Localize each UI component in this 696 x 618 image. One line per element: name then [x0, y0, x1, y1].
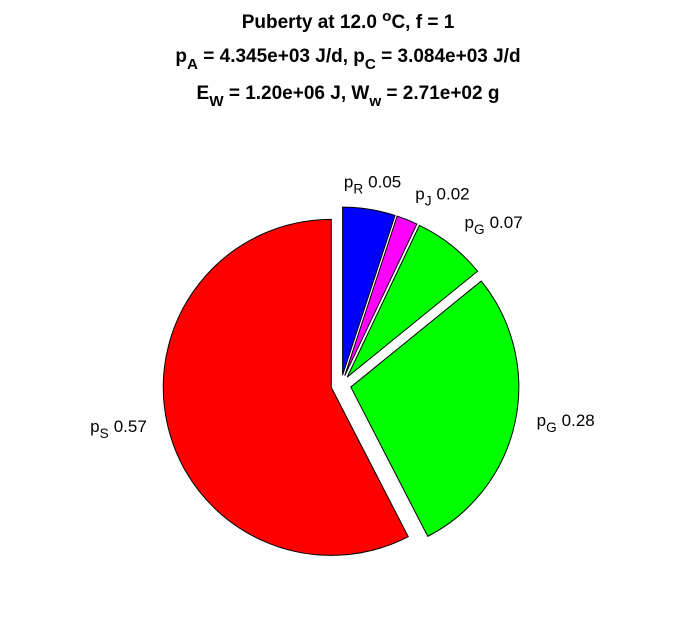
slice-value: 0.02 [437, 184, 470, 203]
subscript: J [425, 193, 432, 208]
slice-label: pG 0.07 [465, 213, 523, 237]
subscript: R [353, 182, 363, 197]
slice-label: pJ 0.02 [415, 184, 469, 208]
chart-title: pA = 4.345e+03 J/d, pC = 3.084e+03 J/d [175, 46, 520, 73]
slice-value: 0.28 [562, 411, 595, 430]
subscript: W [209, 93, 224, 110]
slice-value: 0.07 [490, 213, 523, 232]
text-run: p [465, 213, 474, 232]
text-run: p [344, 173, 353, 192]
text-run: = 2.71e+02 g [381, 83, 499, 104]
subscript: w [368, 93, 381, 110]
text-run: p [537, 411, 546, 430]
text-run: p [415, 184, 424, 203]
text-run: Puberty at 12.0 [242, 12, 382, 33]
text-run: E [197, 83, 210, 104]
pie-slice [162, 218, 409, 556]
slice-label: pR 0.05 [344, 173, 401, 197]
slice-value: 0.57 [114, 417, 147, 436]
chart-title: EW = 1.20e+06 J, Ww = 2.71e+02 g [197, 83, 500, 110]
text-run: C, f = 1 [391, 12, 454, 33]
slice-label: pS 0.57 [90, 417, 147, 441]
slice-label: pG 0.28 [537, 411, 595, 435]
slice-value: 0.05 [368, 173, 401, 192]
text-run: = 1.20e+06 J, W [224, 83, 370, 104]
text-run: = 3.084e+03 J/d [376, 46, 521, 67]
pie-slice [342, 206, 396, 376]
pie-slice [346, 224, 479, 378]
subscript: G [546, 420, 557, 435]
pie-slice [350, 280, 520, 538]
subscript: G [474, 222, 485, 237]
chart-title: Puberty at 12.0 oC, f = 1 [242, 8, 455, 33]
text-run: p [90, 417, 99, 436]
text-run: p [175, 46, 187, 67]
subscript: A [187, 56, 198, 73]
subscript: S [100, 426, 109, 441]
text-run: = 4.345e+03 J/d, p [198, 46, 365, 67]
superscript: o [382, 8, 391, 25]
pie-slice [344, 215, 418, 376]
subscript: C [365, 56, 376, 73]
